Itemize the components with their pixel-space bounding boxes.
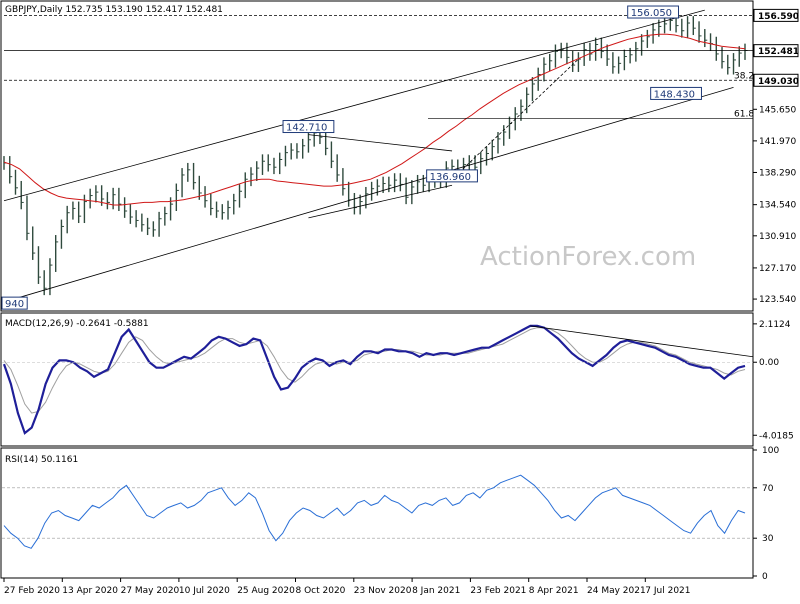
price-annotation-box	[1, 296, 28, 310]
macd-line	[2, 324, 746, 435]
price-axis-tag: 152.481	[753, 44, 799, 58]
price-axis-tick-label: 130.910	[759, 232, 796, 242]
price-axis-tick-label: 123.540	[759, 295, 796, 305]
rsi-axis-tick-label: 0	[762, 572, 768, 582]
price-annotation-label: 156.050	[631, 8, 672, 19]
price-annotation-label: 148.430	[654, 89, 695, 100]
price-axis-tag-box	[753, 44, 799, 58]
watermark: ActionForex.com	[480, 242, 696, 272]
price-annotation: 156.050	[627, 5, 679, 19]
price-annotation: 142.710	[282, 120, 335, 134]
fib-label: 38.2	[734, 71, 754, 81]
macd-trendline	[530, 325, 754, 358]
triangle-upper-line	[308, 134, 453, 152]
triangle-lower-line	[308, 184, 453, 219]
price-axis-tick-label: 141.970	[759, 137, 796, 147]
moving-average-line	[3, 33, 746, 206]
price-annotation-label: 142.710	[286, 123, 327, 134]
macd-axis-tick-label: 0.00	[759, 358, 779, 368]
price-axis-tag-box	[753, 8, 799, 22]
price-axis-tick-label: 149.030	[758, 77, 799, 87]
x-axis-tick-label: 8 Jan 2021	[412, 586, 460, 596]
rsi-panel-frame	[0, 447, 754, 579]
fib-label: 61.8	[734, 109, 754, 119]
price-axis-tick-label: 152.481	[758, 47, 799, 57]
x-axis-tick-label: 27 May 2020	[121, 586, 180, 596]
price-annotation-box	[282, 120, 335, 134]
price-annotation: 136.960	[426, 169, 478, 183]
price-axis-tick-label: 145.650	[759, 105, 796, 115]
x-axis-tick-label: 10 Jul 2020	[179, 586, 230, 596]
x-axis-tick-label: 23 Feb 2021	[470, 586, 526, 596]
x-axis-tick-label: 13 Apr 2020	[62, 586, 118, 596]
macd-axis-tick-label: 2.1124	[759, 320, 791, 330]
price-annotation-label: 940	[5, 299, 24, 310]
price-annotation: 940	[1, 296, 28, 310]
x-axis-tick-label: 27 Feb 2020	[4, 586, 60, 596]
price-annotation-label: 136.960	[430, 172, 471, 183]
price-annotation-box	[627, 5, 679, 19]
macd-axis-tick-label: -4.0185	[759, 431, 794, 441]
price-axis-tick-label: 134.540	[759, 201, 796, 211]
rsi-axis-tick-label: 70	[762, 484, 774, 494]
price-axis-tag: 156.590	[753, 8, 799, 22]
rsi-layer	[2, 474, 753, 549]
rsi-panel-header: RSI(14) 50.1161	[5, 455, 78, 465]
price-axis-tag: 149.030	[753, 73, 799, 87]
rsi-line	[3, 474, 746, 549]
axes-layer: 156.590 152.481 149.030 145.650 141.970 138.2…	[3, 8, 799, 596]
channel-upper-line	[3, 9, 705, 202]
rsi-axis-tick-label: 100	[762, 446, 779, 456]
price-annotation-box	[426, 169, 478, 183]
x-axis-tick-label: 7 Jul 2021	[645, 586, 690, 596]
x-axis-tick-label: 23 Nov 2020	[354, 586, 412, 596]
channel-lower-line	[15, 87, 734, 299]
price-layer: 156.050 142.710 136.960 148.430 940 38.2 61.8	[1, 5, 754, 310]
x-axis-tick-label: 25 Aug 2020	[237, 586, 295, 596]
price-panel-header: GBPJPY,Daily 152.735 153.190 152.417 152…	[5, 5, 223, 15]
macd-panel-frame	[0, 312, 754, 447]
x-axis-tick-label: 8 Oct 2020	[296, 586, 346, 596]
rsi-axis-tick-label: 30	[762, 534, 774, 544]
price-axis-tick-label: 138.290	[759, 168, 796, 178]
macd-layer	[2, 324, 754, 435]
x-axis-tick-label: 24 May 2021	[587, 586, 646, 596]
macd-panel-header: MACD(12,26,9) -0.2641 -0.5881	[5, 319, 149, 329]
x-axis-tick-label: 8 Apr 2021	[529, 586, 579, 596]
price-annotation: 148.430	[650, 86, 702, 100]
price-panel-frame	[0, 0, 754, 312]
price-axis-tick-label: 156.590	[758, 12, 799, 22]
price-annotation-box	[650, 86, 702, 100]
price-axis-tag-box	[753, 73, 799, 87]
price-axis-tick-label: 127.170	[759, 264, 796, 274]
rising-dashed-line	[451, 58, 579, 180]
